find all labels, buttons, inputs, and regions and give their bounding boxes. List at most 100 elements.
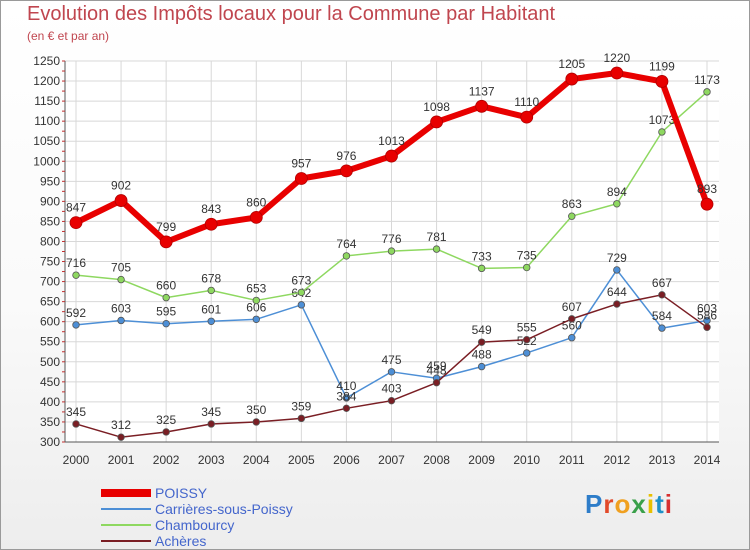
data-point-acheres xyxy=(703,323,711,331)
y-tick-label: 1250 xyxy=(33,54,60,68)
data-label-carrieres-sous-poissy: 595 xyxy=(156,305,176,319)
logo-letter: i xyxy=(646,489,656,519)
data-point-acheres xyxy=(72,420,80,428)
data-label-carrieres-sous-poissy: 603 xyxy=(111,301,131,315)
data-point-poissy xyxy=(565,72,579,86)
y-tick-label: 1000 xyxy=(33,154,60,168)
data-label-acheres: 384 xyxy=(336,389,356,403)
data-label-acheres: 667 xyxy=(652,276,672,290)
data-point-poissy xyxy=(294,172,308,185)
legend-label-chambourcy: Chambourcy xyxy=(155,517,234,533)
data-point-acheres xyxy=(207,420,215,428)
data-label-carrieres-sous-poissy: 606 xyxy=(246,300,266,314)
data-label-acheres: 312 xyxy=(111,418,131,432)
data-label-carrieres-sous-poissy: 488 xyxy=(472,348,492,362)
data-label-chambourcy: 894 xyxy=(607,185,627,199)
data-label-chambourcy: 733 xyxy=(472,249,492,263)
data-point-poissy xyxy=(700,197,714,211)
data-point-acheres xyxy=(432,378,441,387)
data-label-acheres: 359 xyxy=(291,399,311,413)
data-point-acheres xyxy=(297,414,306,423)
chart-subtitle: (en € et par an) xyxy=(27,29,110,43)
x-tick-label: 2001 xyxy=(108,453,135,467)
proxiti-logo: Proxiti xyxy=(585,489,673,520)
data-point-poissy xyxy=(385,149,398,163)
data-label-acheres: 555 xyxy=(517,321,537,335)
data-point-poissy xyxy=(430,115,443,129)
data-point-chambourcy xyxy=(162,293,170,302)
data-point-carrieres-sous-poissy xyxy=(207,317,215,325)
data-point-carrieres-sous-poissy xyxy=(613,266,621,274)
data-point-chambourcy xyxy=(342,252,351,260)
data-point-acheres xyxy=(342,404,351,413)
data-label-poissy: 860 xyxy=(246,195,266,209)
y-tick-label: 850 xyxy=(40,214,60,228)
data-label-chambourcy: 660 xyxy=(156,279,176,293)
data-point-poissy xyxy=(114,194,128,207)
data-label-chambourcy: 781 xyxy=(427,230,447,244)
data-label-chambourcy: 716 xyxy=(66,256,86,270)
data-label-carrieres-sous-poissy: 592 xyxy=(66,306,86,320)
data-point-acheres xyxy=(477,338,486,346)
data-point-carrieres-sous-poissy xyxy=(523,349,531,357)
data-point-carrieres-sous-poissy xyxy=(297,301,306,309)
data-point-poissy xyxy=(69,216,83,230)
data-label-acheres: 448 xyxy=(427,364,447,378)
y-tick-label: 300 xyxy=(40,435,60,449)
y-tick-label: 350 xyxy=(40,415,60,429)
data-label-chambourcy: 735 xyxy=(517,249,537,263)
data-label-acheres: 403 xyxy=(381,382,401,396)
data-point-carrieres-sous-poissy xyxy=(162,319,170,328)
y-tick-label: 450 xyxy=(40,375,60,389)
data-point-carrieres-sous-poissy xyxy=(568,334,576,342)
data-label-carrieres-sous-poissy: 584 xyxy=(652,309,672,323)
chart-title: Evolution des Impôts locaux pour la Comm… xyxy=(27,3,556,25)
data-point-chambourcy xyxy=(387,247,396,255)
data-label-chambourcy: 678 xyxy=(201,271,221,285)
x-tick-label: 2011 xyxy=(559,453,585,467)
x-tick-label: 2012 xyxy=(604,453,631,467)
y-tick-label: 750 xyxy=(40,255,60,269)
data-label-poissy: 843 xyxy=(201,202,221,216)
data-label-carrieres-sous-poissy: 601 xyxy=(201,302,221,316)
x-tick-label: 2007 xyxy=(378,453,405,467)
data-label-carrieres-sous-poissy: 560 xyxy=(562,319,582,333)
data-label-chambourcy: 1073 xyxy=(649,113,676,127)
x-tick-label: 2004 xyxy=(243,453,270,467)
x-tick-label: 2006 xyxy=(333,453,360,467)
x-tick-label: 2005 xyxy=(288,453,315,467)
data-label-chambourcy: 764 xyxy=(336,237,356,251)
data-label-chambourcy: 653 xyxy=(246,281,266,295)
data-point-poissy xyxy=(340,164,353,178)
data-point-acheres xyxy=(613,300,621,308)
data-point-acheres xyxy=(162,428,170,436)
x-tick-label: 2009 xyxy=(468,453,495,467)
data-point-poissy xyxy=(475,99,489,113)
x-tick-label: 2002 xyxy=(153,453,180,467)
y-tick-label: 1050 xyxy=(33,134,60,148)
data-label-poissy: 799 xyxy=(156,220,176,234)
y-tick-label: 1150 xyxy=(34,94,60,108)
data-point-chambourcy xyxy=(613,200,621,208)
logo-letter: i xyxy=(664,489,673,519)
data-point-acheres xyxy=(252,418,260,426)
data-label-poissy: 902 xyxy=(111,179,131,193)
data-label-carrieres-sous-poissy: 459 xyxy=(427,359,447,373)
data-point-acheres xyxy=(523,336,531,344)
y-tick-label: 1100 xyxy=(34,114,60,128)
legend-label-acheres: Achères xyxy=(155,533,206,549)
data-point-acheres xyxy=(387,396,396,405)
data-point-chambourcy xyxy=(477,264,486,273)
legend-label-poissy: POISSY xyxy=(155,485,208,501)
logo-letter: o xyxy=(614,489,632,519)
x-tick-label: 2008 xyxy=(423,453,450,467)
data-point-carrieres-sous-poissy xyxy=(252,315,260,323)
data-point-chambourcy xyxy=(297,288,306,297)
data-label-acheres: 325 xyxy=(156,413,176,427)
logo-letter: r xyxy=(603,489,615,519)
data-point-poissy xyxy=(249,211,263,224)
y-tick-label: 650 xyxy=(40,295,60,309)
y-tick-label: 550 xyxy=(40,335,60,349)
data-label-poissy: 1098 xyxy=(423,100,450,114)
